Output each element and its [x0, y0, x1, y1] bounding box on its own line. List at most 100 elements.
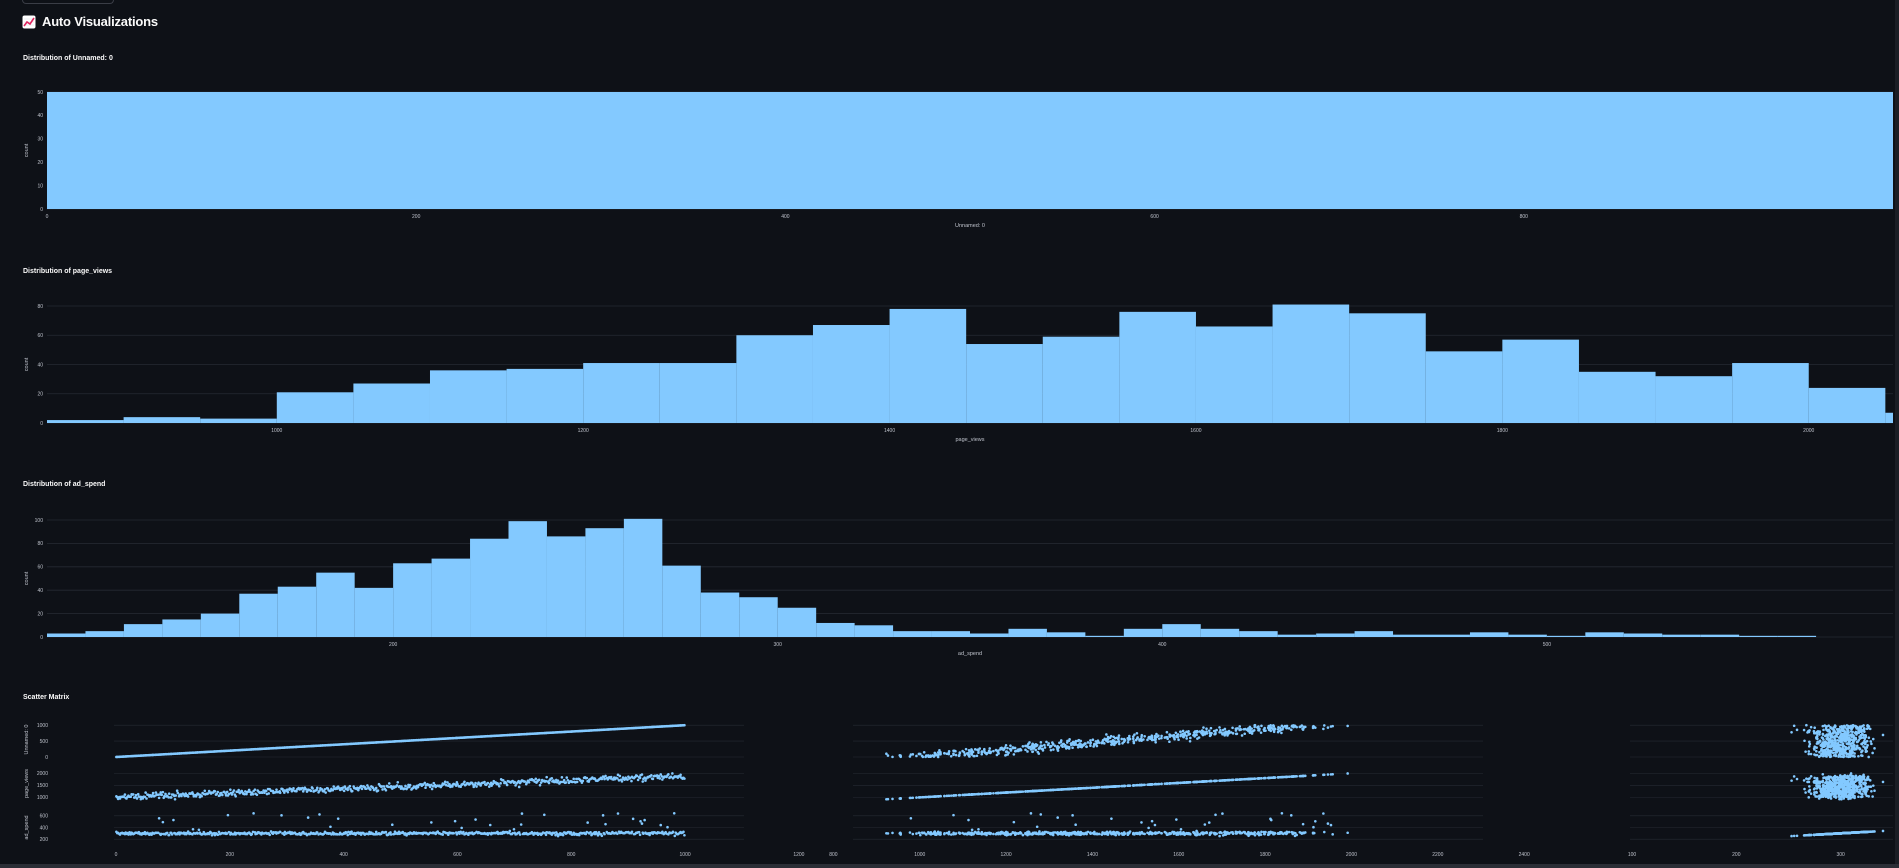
- scatter-point: [1221, 834, 1225, 837]
- page-views-bar: [200, 418, 277, 423]
- scatter-point: [1027, 830, 1030, 833]
- scatter-point: [1164, 735, 1168, 739]
- scatter-point: [255, 793, 259, 797]
- scatter-point: [1870, 742, 1873, 746]
- scatter-yaxis-title: Unnamed: 0: [24, 725, 30, 755]
- scatter-point: [356, 788, 360, 792]
- scatter-point: [365, 787, 368, 790]
- scatter-point: [191, 827, 195, 831]
- scatter-point: [994, 748, 998, 752]
- scatter-point: [1183, 731, 1186, 735]
- scatter-point: [390, 823, 394, 827]
- scatter-point: [1218, 831, 1221, 834]
- scatter-point: [1047, 788, 1050, 792]
- scatter-point: [1091, 786, 1095, 790]
- scatter-point: [1821, 779, 1825, 783]
- scatter-point: [316, 786, 319, 790]
- scatter-point: [1231, 778, 1234, 782]
- scatter-point: [1051, 741, 1054, 744]
- scatter-point: [1179, 781, 1182, 785]
- scatter-point: [1851, 775, 1855, 778]
- scatter-point: [348, 784, 352, 788]
- scatter-point: [1257, 725, 1260, 728]
- scatter-point: [1825, 733, 1829, 736]
- scatter-point: [1837, 727, 1841, 731]
- scatter-point: [1865, 749, 1869, 753]
- ad-spend-bar: [1200, 628, 1240, 637]
- scatter-point: [366, 784, 369, 787]
- scatter-point: [309, 789, 313, 793]
- scatter-point: [967, 818, 970, 822]
- scatter-point: [329, 825, 332, 829]
- scatter-point: [1120, 737, 1124, 741]
- scatter-point: [136, 792, 140, 796]
- scatter-point: [1034, 742, 1038, 746]
- scatter-point: [1790, 730, 1793, 734]
- scatter-point: [139, 797, 143, 801]
- scatter-point: [154, 791, 158, 794]
- scatter-point: [947, 830, 951, 834]
- scatter-point: [1140, 783, 1144, 787]
- scatter-point: [1132, 739, 1135, 743]
- scatter-point: [1285, 775, 1289, 779]
- scatter-point: [1074, 823, 1077, 827]
- scatter-point: [315, 788, 318, 792]
- page-views-bar: [429, 370, 507, 423]
- scatter-point: [350, 789, 354, 793]
- scatter-point: [1146, 738, 1149, 742]
- scatter-point: [1026, 750, 1029, 753]
- scatter-point: [929, 795, 932, 799]
- scatter-point: [977, 827, 980, 831]
- scatter-point: [1091, 738, 1095, 741]
- page-views-bar: [1042, 336, 1120, 423]
- scatter-point: [227, 792, 231, 796]
- scatter-point: [958, 751, 962, 754]
- scatter-point: [1866, 776, 1869, 780]
- scatter-point: [1842, 779, 1845, 783]
- scatter-point: [229, 788, 232, 791]
- scatter-point: [1179, 827, 1183, 831]
- scatter-point: [1214, 813, 1217, 817]
- scatter-point: [911, 832, 915, 836]
- scatter-point: [544, 833, 548, 837]
- scatter-point: [1322, 830, 1326, 834]
- scatter-point: [933, 751, 937, 755]
- scatter-point: [359, 784, 363, 788]
- scatter-point: [1111, 739, 1115, 742]
- scatter-point: [1208, 731, 1212, 735]
- scatter-point: [1139, 737, 1143, 741]
- scatter-point: [1813, 793, 1816, 796]
- scatter-point: [1177, 738, 1180, 742]
- scatter-point: [1300, 832, 1304, 835]
- scatter-point: [1827, 724, 1830, 727]
- scatter-point: [929, 832, 932, 836]
- scatter-ytick-label: 1000: [37, 795, 48, 801]
- scatter-point: [1828, 781, 1831, 784]
- scatter-point: [1227, 729, 1231, 733]
- scatter-point: [620, 780, 624, 783]
- scatter-point: [1198, 833, 1202, 836]
- scatter-point: [1266, 833, 1270, 837]
- ad-spend-xtick-label: 200: [389, 642, 398, 648]
- page-views-bar: [659, 363, 737, 423]
- scatter-point: [1205, 727, 1208, 731]
- scatter-point: [1822, 789, 1826, 793]
- scatter-point: [1122, 784, 1126, 788]
- scatter-point: [1852, 743, 1856, 747]
- ad-spend-bar: [623, 518, 663, 637]
- scatter-point: [1821, 772, 1825, 776]
- scatter-point: [1873, 789, 1876, 792]
- ad-spend-bar: [508, 521, 547, 637]
- scatter-point: [1039, 741, 1043, 744]
- scatter-point: [1024, 748, 1027, 752]
- scatter-point: [1168, 740, 1171, 744]
- scatter-point: [174, 794, 178, 797]
- scatter-point: [1091, 831, 1095, 835]
- scatter-point: [964, 747, 968, 751]
- scatter-point: [1112, 785, 1115, 788]
- page-views-bar: [123, 417, 201, 423]
